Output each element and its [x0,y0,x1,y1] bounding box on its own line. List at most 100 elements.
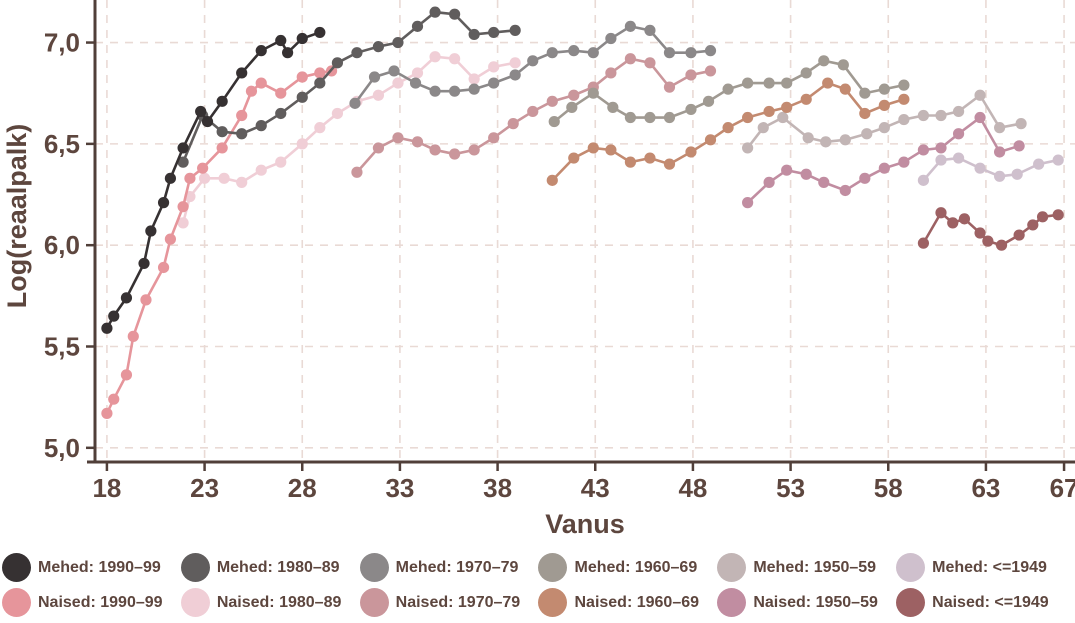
data-point-mehed-1950-59 [1015,118,1027,130]
series-mehed-1980-89 [177,6,521,168]
data-point-mehed-1970-79 [429,85,441,97]
data-point-mehed-1950-59 [935,109,947,122]
data-point-mehed-1980-89 [255,120,267,132]
data-point-naised-le-1949 [917,237,930,249]
legend-swatch-mehed-1970-79 [359,553,389,582]
legend-label-naised-1990-99: Naised: 1990–99 [38,593,163,611]
data-point-mehed-1960-69 [644,111,656,124]
data-point-naised-1990-99 [236,109,248,122]
data-point-mehed-1970-79 [527,55,539,67]
x-tick-label: 28 [288,473,317,503]
data-point-mehed-1970-79 [509,69,521,81]
data-point-naised-1960-69 [742,111,754,124]
data-point-naised-1960-69 [644,152,656,164]
legend-item-mehed-1950-59: Mehed: 1950–59 [717,551,896,584]
data-point-naised-1980-89 [314,122,326,134]
data-point-mehed-1990-99 [275,34,287,47]
data-point-naised-1960-69 [685,146,697,158]
data-point-naised-le-1949 [982,235,994,247]
data-point-naised-1970-79 [704,65,717,77]
data-point-mehed-1960-69 [685,103,697,116]
data-point-naised-1970-79 [546,95,558,107]
data-point-naised-1950-59 [898,156,910,168]
legend-item-mehed-1990-99: Mehed: 1990–99 [2,551,181,584]
legend-swatch-naised-1990-99 [2,588,31,617]
x-tick-label: 33 [385,473,414,503]
data-point-naised-1970-79 [411,136,424,148]
data-point-mehed-1970-79 [546,47,558,59]
data-point-naised-1990-99 [245,85,258,97]
data-point-naised-1990-99 [164,233,176,245]
series-mehed-1970-79 [349,20,717,109]
data-point-mehed-1970-79 [685,47,697,59]
series-mehed-1960-69 [548,55,910,128]
data-point-mehed-1950-59 [861,128,873,140]
legend-swatch-naised-1960-69 [538,588,568,617]
data-point-naised-1970-79 [605,67,617,79]
data-point-naised-1970-79 [624,53,637,65]
data-point-naised-1980-89 [331,107,344,120]
data-point-naised-1990-99 [140,294,152,306]
data-point-mehed-1950-59 [839,134,851,146]
data-point-mehed-1990-99 [296,32,308,45]
data-point-naised-1970-79 [507,118,519,130]
data-point-mehed-1980-89 [429,6,441,18]
series-naised-1970-79 [351,53,717,178]
data-point-mehed-1950-59 [820,136,832,148]
data-point-mehed-1990-99 [255,45,267,57]
legend-label-mehed-1970-79: Mehed: 1970–79 [395,558,519,576]
data-point-mehed-le-1949 [1052,154,1064,166]
data-point-mehed-1960-69 [878,83,890,95]
data-point-naised-1990-99 [314,67,326,79]
data-point-naised-1980-89 [296,138,308,150]
data-point-naised-1970-79 [663,81,676,93]
data-point-naised-1970-79 [429,144,441,156]
data-point-mehed-1990-99 [145,225,157,237]
data-point-mehed-1960-69 [859,87,871,99]
data-point-naised-1950-59 [859,172,871,184]
y-tick-label: 6,0 [44,230,80,260]
legend-label-mehed-1990-99: Mehed: 1990–99 [38,558,161,576]
data-point-naised-1990-99 [216,142,228,154]
data-point-naised-1960-69 [878,99,890,111]
data-point-naised-le-1949 [1036,211,1049,223]
series-line-mehed-1990-99 [105,31,321,329]
x-tick-label: 38 [483,473,512,503]
data-point-naised-le-1949 [974,227,986,239]
x-tick-label: 18 [92,473,121,503]
data-point-naised-1980-89 [275,156,287,168]
data-point-mehed-1960-69 [566,101,578,113]
tick-labels: 5,0 5,5 6,0 6,5 7,0 18 23 28 33 38 43 48 53 58 63 67 [44,28,1075,503]
data-point-naised-1960-69 [624,156,637,168]
data-point-mehed-1980-89 [509,24,521,36]
data-point-naised-1950-59 [878,162,890,174]
data-point-naised-1990-99 [120,369,133,381]
data-point-naised-1980-89 [449,53,461,65]
data-point-mehed-1980-89 [314,77,326,89]
legend-item-mehed-le-1949: Mehed: <=1949 [896,551,1075,584]
data-point-naised-1950-59 [839,184,851,197]
legend-label-naised-1970-79: Naised: 1970–79 [395,593,521,611]
data-point-naised-1980-89 [411,67,424,79]
data-point-mehed-1960-69 [837,59,849,71]
legend-label-mehed-1950-59: Mehed: 1950–59 [753,558,877,576]
x-tick-label: 67 [1050,473,1075,503]
data-point-mehed-1990-99 [138,257,150,270]
y-tick-label: 7,0 [44,28,80,58]
legend-swatch-mehed-1990-99 [2,553,31,582]
data-point-naised-1960-69 [546,174,558,186]
data-point-mehed-le-1949 [935,154,947,166]
data-point-naised-1960-69 [605,144,617,156]
data-point-mehed-1950-59 [878,122,890,134]
data-point-mehed-1970-79 [349,97,361,109]
y-tick-label: 5,0 [44,433,80,463]
data-point-naised-1950-59 [742,197,754,209]
legend-item-mehed-1960-69: Mehed: 1960–69 [538,551,717,584]
data-point-mehed-1980-89 [216,126,228,138]
data-point-naised-1950-59 [917,144,930,156]
data-point-mehed-1960-69 [763,77,775,89]
data-point-naised-1970-79 [644,57,656,69]
series-line-naised-1990-99 [105,69,332,414]
legend-label-naised-le-1949: Naised: <=1949 [932,593,1049,611]
